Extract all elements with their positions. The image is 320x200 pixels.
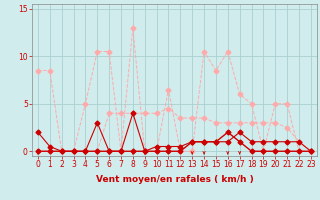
X-axis label: Vent moyen/en rafales ( km/h ): Vent moyen/en rafales ( km/h ): [96, 175, 253, 184]
